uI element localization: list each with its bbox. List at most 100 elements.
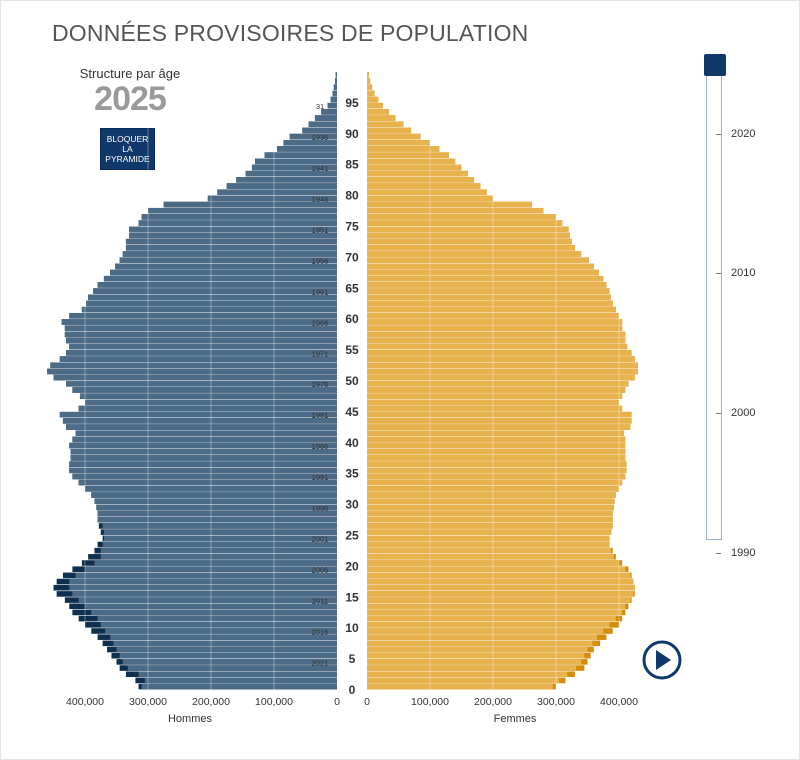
bar-women-compare-age-41 <box>367 430 625 437</box>
bar-men-compare-age-93 <box>321 109 337 115</box>
age-label-90: 90 <box>345 127 359 141</box>
birth-year-label-1941: 1941 <box>312 164 329 173</box>
bar-women-compare-age-67 <box>367 269 599 276</box>
bar-women-compare-age-17 <box>367 578 634 585</box>
play-button[interactable] <box>642 640 682 680</box>
x-axis-ticks: 400,000 300,000 200,000 100,000 0 0 100,000 200… <box>66 696 638 708</box>
bar-men-compare-age-23 <box>102 541 337 548</box>
bar-women-compare-age-39 <box>367 442 626 449</box>
bar-men-compare-age-72 <box>125 238 337 245</box>
men-bars <box>47 72 338 690</box>
bar-women-compare-age-24 <box>367 535 610 542</box>
bar-women-compare-age-18 <box>367 572 631 579</box>
bar-men-compare-age-8 <box>110 634 337 640</box>
bar-women-compare-age-62 <box>367 300 613 307</box>
lock-pyramid-button[interactable]: BLOQUER LA PYRAMIDE <box>100 128 155 170</box>
x-tick-women-4: 400,000 <box>600 696 638 708</box>
bar-women-compare-age-33 <box>367 479 623 486</box>
bar-men-compare-age-14 <box>78 597 337 603</box>
x-tick-women-0: 0 <box>364 696 370 708</box>
bar-women-compare-age-48 <box>367 387 626 393</box>
age-label-35: 35 <box>345 467 359 481</box>
women-bars <box>367 72 638 690</box>
bar-men-compare-age-70 <box>122 251 337 257</box>
bar-men-compare-age-66 <box>103 275 338 282</box>
year-slider-handle[interactable] <box>704 54 726 76</box>
age-label-60: 60 <box>345 312 359 326</box>
bar-women-compare-age-89 <box>367 133 421 140</box>
birth-year-label-2001: 2001 <box>312 535 329 544</box>
x-axis-label-women: Femmes <box>494 713 537 725</box>
bar-men-compare-age-64 <box>93 288 337 294</box>
bar-women-compare-age-7 <box>367 640 593 647</box>
bar-women-compare-age-59 <box>367 319 623 325</box>
bar-men-compare-age-27 <box>97 516 337 523</box>
age-label-80: 80 <box>345 189 359 203</box>
bar-men-compare-age-61 <box>81 306 337 313</box>
bar-men-compare-age-94 <box>327 102 337 109</box>
bar-men-compare-age-38 <box>70 448 337 455</box>
bar-women-compare-age-46 <box>367 399 619 406</box>
birth-year-label-1996: 1996 <box>312 504 329 513</box>
bar-women-compare-age-26 <box>367 523 613 529</box>
year-slider-track[interactable] <box>706 56 722 540</box>
bar-men-compare-age-74 <box>129 226 337 233</box>
bar-women-compare-age-77 <box>367 207 544 214</box>
bar-men-compare-age-45 <box>78 405 337 412</box>
bar-women-compare-age-19 <box>367 566 626 572</box>
bar-women-compare-age-75 <box>367 220 563 226</box>
age-label-75: 75 <box>345 220 359 234</box>
x-tick-men-1: 300,000 <box>129 696 167 708</box>
bar-women-compare-age-51 <box>367 368 638 375</box>
bar-men-compare-age-73 <box>129 232 337 239</box>
age-label-20: 20 <box>345 559 359 573</box>
bar-women-compare-age-27 <box>367 516 613 523</box>
bar-women-compare-age-64 <box>367 288 610 294</box>
bar-women-compare-age-70 <box>367 251 582 257</box>
age-label-0: 0 <box>349 683 356 697</box>
bar-women-compare-age-86 <box>367 152 449 158</box>
bar-men-compare-age-60 <box>69 313 337 319</box>
bar-men-compare-age-20 <box>94 560 337 566</box>
bar-men-compare-age-36 <box>69 461 337 467</box>
page-title: DONNÉES PROVISOIRES DE POPULATION <box>52 20 529 46</box>
slider-label-2010: 2010 <box>731 267 756 279</box>
birth-year-labels: 2021 2016 2011 2006 2001 1996 1991 1986 1981 1976… <box>312 102 329 667</box>
bar-women-compare-age-13 <box>367 603 626 610</box>
bar-women-compare-age-4 <box>367 659 582 665</box>
bar-men-compare-age-0 <box>141 683 337 690</box>
bar-women-compare-age-37 <box>367 455 626 461</box>
bar-men-compare-age-78 <box>163 201 337 208</box>
play-icon[interactable] <box>656 650 671 670</box>
age-label-5: 5 <box>349 652 356 666</box>
bar-men-compare-age-88 <box>283 139 337 146</box>
bar-women-compare-age-9 <box>367 628 604 634</box>
bar-men-compare-age-76 <box>141 214 337 220</box>
bar-women-compare-age-58 <box>367 325 623 331</box>
bar-men-compare-age-37 <box>70 455 337 461</box>
bar-men-compare-age-17 <box>69 578 337 585</box>
slider-tick-2010 <box>716 273 721 274</box>
birth-year-label-2016: 2016 <box>312 627 329 636</box>
bar-men-compare-age-24 <box>103 535 338 542</box>
bar-men-compare-age-35 <box>69 467 337 474</box>
bar-men-compare-age-91 <box>308 121 337 128</box>
bar-men-compare-age-68 <box>115 263 338 270</box>
bar-men-compare-age-85 <box>255 158 337 165</box>
bar-men-compare-age-16 <box>69 584 337 591</box>
birth-year-label-1936: 1936 <box>312 133 329 142</box>
bar-men-compare-age-53 <box>59 356 338 362</box>
bar-women-compare-age-5 <box>367 652 585 659</box>
bar-men-compare-age-46 <box>85 399 337 406</box>
bar-men-compare-age-5 <box>119 652 338 659</box>
birth-year-label-1961: 1961 <box>312 287 329 296</box>
bar-women-compare-age-56 <box>367 337 626 344</box>
bar-women-compare-age-90 <box>367 127 412 134</box>
bar-women-compare-age-71 <box>367 245 575 251</box>
birth-year-label-1971: 1971 <box>312 349 329 358</box>
bar-men-compare-age-47 <box>79 393 338 399</box>
age-label-45: 45 <box>345 405 359 419</box>
x-tick-men-2: 200,000 <box>192 696 230 708</box>
bar-men-compare-age-39 <box>69 442 337 449</box>
bar-men-compare-age-67 <box>110 269 337 276</box>
